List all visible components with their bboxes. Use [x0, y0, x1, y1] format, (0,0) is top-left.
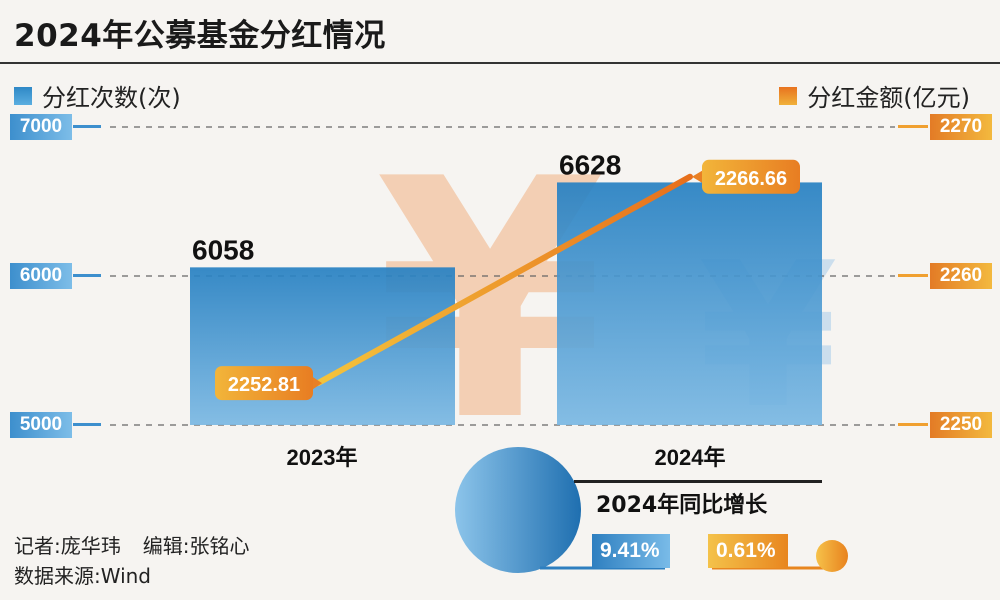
reporter-credit: 记者:庞华玮	[14, 534, 121, 558]
line-value-pointer	[313, 377, 322, 390]
left-tick-label: 6000	[10, 263, 72, 289]
left-tick-label: 5000	[10, 412, 72, 438]
line-value-label: 2252.81	[228, 374, 300, 396]
editor-credit: 编辑:张铭心	[142, 534, 250, 558]
right-tick-mark	[898, 125, 928, 128]
credits: 记者:庞华玮 编辑:张铭心	[14, 530, 250, 559]
right-tick-label: 2270	[930, 114, 992, 140]
legend-swatch-blue	[14, 86, 32, 105]
line-value-label: 2266.66	[715, 168, 787, 190]
left-tick-mark	[73, 274, 101, 277]
bar	[557, 182, 822, 425]
legend-line-series: 分红金额(亿元)	[779, 78, 970, 113]
left-tick-mark	[73, 423, 101, 426]
legend-swatch-orange	[779, 86, 798, 105]
title-divider	[0, 62, 1000, 64]
series-line	[315, 173, 693, 387]
page-title: 2024年公募基金分红情况	[14, 18, 386, 54]
growth-circle-blue	[455, 447, 581, 573]
data-source: 数据来源:Wind	[14, 564, 152, 588]
right-tick-mark	[898, 274, 928, 277]
line-value-box	[215, 366, 313, 401]
bar	[190, 267, 455, 425]
x-category-label: 2023年	[286, 445, 358, 470]
legend-label-amount: 分红金额(亿元)	[807, 84, 970, 112]
legend-label-count: 分红次数(次)	[42, 84, 181, 112]
legend-bar-series: 分红次数(次)	[14, 78, 181, 113]
amount-growth-badge: 0.61%	[708, 534, 788, 568]
bar-value-label: 6058	[192, 234, 254, 265]
growth-circle-orange	[816, 540, 848, 572]
line-value-box	[702, 159, 800, 194]
growth-title: 2024年同比增长	[596, 493, 768, 518]
count-growth-badge: 9.41%	[592, 534, 670, 568]
left-tick-label: 7000	[10, 114, 72, 140]
growth-divider	[574, 480, 822, 483]
right-tick-label: 2250	[930, 412, 992, 438]
x-category-label: 2024年	[654, 445, 726, 470]
right-tick-label: 2260	[930, 263, 992, 289]
bar-value-label: 6628	[559, 149, 621, 180]
line-value-pointer	[692, 170, 702, 183]
right-tick-mark	[898, 423, 928, 426]
left-tick-mark	[73, 125, 101, 128]
